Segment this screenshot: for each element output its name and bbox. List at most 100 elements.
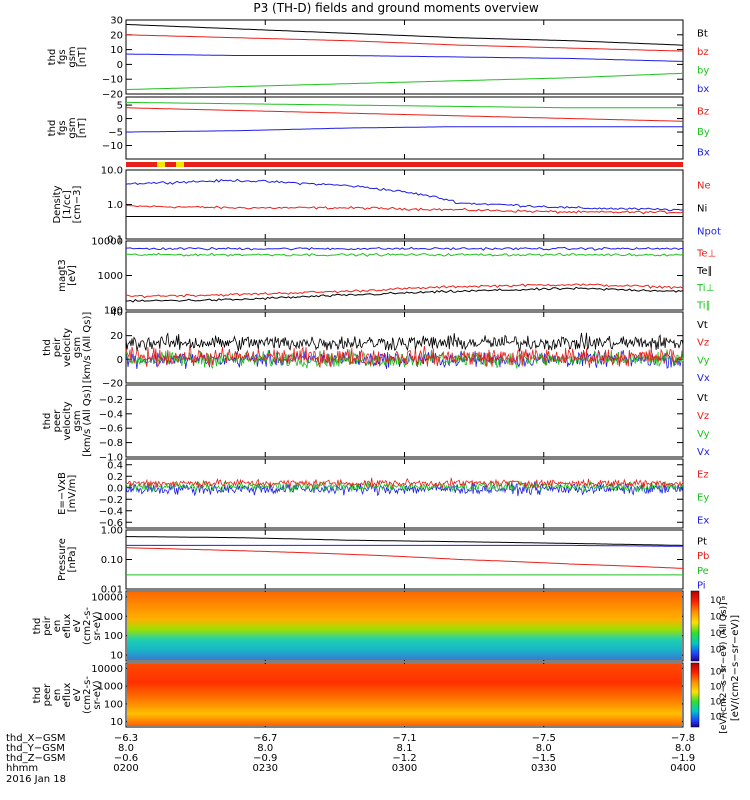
x-label-hhmm: 0300 [392, 763, 417, 774]
y-axis-label: thd [42, 339, 53, 356]
y-tick-label: 5 [117, 101, 123, 112]
y-tick-label: 0 [117, 60, 123, 71]
legend-Ne: Ne [697, 181, 711, 192]
legend-Vz: Vz [697, 411, 709, 422]
colorbar-1: 10⁸ 10⁶ 10⁴ 10² [690, 590, 725, 662]
trace-peir-Vz [125, 344, 684, 368]
y-axis-label: gsm [72, 337, 83, 358]
y-tick-label: 40 [110, 308, 123, 319]
y-axis-label: Density [52, 185, 63, 223]
series-fgs-gsm-Bt [125, 23, 684, 46]
legend-Ni: Ni [697, 204, 707, 215]
x-label-x: −6.3 [114, 733, 138, 744]
panel-peer-velocity: −0.2 −0.4 −0.6 −0.8 −1.0 thd peer velocity gsm [k… [42, 384, 710, 464]
y-axis-label: [mV/m] [67, 475, 78, 513]
y-tick-label: 1000 [98, 271, 123, 282]
colorbar-tick-label: 10⁶ [710, 683, 725, 693]
legend-Bt: Bt [697, 28, 708, 39]
spectrogram-peer [127, 664, 682, 726]
legend-bz: bz [697, 47, 709, 58]
y-tick-label: 0.1 [107, 235, 123, 246]
x-row-label: thd_Z−GSM [6, 753, 66, 764]
trace-peir-Vt [125, 332, 684, 352]
panel-frame [125, 384, 684, 458]
colorbar-tick-label: 10² [710, 713, 725, 723]
x-label-y: 8.0 [536, 743, 552, 754]
x-label-hhmm: 0400 [670, 763, 695, 774]
panel-peir-velocity: 40 20 0 −20 thd peir velocity gsm [km/s (All Qs)… [42, 308, 710, 390]
x-label-z: −0.6 [114, 753, 138, 764]
series-pressure-Pi [126, 544, 683, 547]
y-tick-label: 10000 [91, 592, 123, 603]
panel-frame [125, 169, 684, 240]
y-tick-label: 0.0 [107, 483, 123, 494]
colorbar-label: [eV/(cm2−s−sr−eV)] [730, 615, 741, 721]
y-axis-label: peir [42, 615, 53, 635]
y-axis-label: thd [47, 49, 58, 66]
colorbar-strip [690, 590, 700, 662]
y-tick-label: −20 [102, 379, 123, 390]
series-temperature-Te∥ [125, 286, 684, 303]
series-temperature-Ti∥ [125, 252, 684, 257]
quality-flag-bar [126, 162, 683, 167]
y-axis-label: sr-eV) [92, 680, 103, 709]
y-axis-label: [nT] [77, 47, 88, 67]
y-tick-label: 1.00 [101, 526, 123, 537]
legend-Vt: Vt [697, 393, 708, 404]
series-pressure-Pt [125, 536, 683, 546]
y-axis-label: [nPa] [67, 546, 78, 572]
legend-Pt: Pt [697, 536, 707, 547]
y-axis-label: [km/s (All Qs)] [82, 312, 93, 384]
x-label-x: −6.7 [253, 733, 277, 744]
legend-Pi: Pi [697, 581, 706, 592]
legend-Te∥: Te∥ [696, 266, 713, 277]
trace-efield-Ex [125, 481, 684, 497]
legend-Vy: Vy [697, 355, 710, 366]
y-axis-label: sr-eV) [92, 611, 103, 640]
quality-flag-yellow [176, 162, 184, 167]
y-axis-label: [km/s (All Qs)] [82, 385, 93, 457]
y-axis-label: Pressure [57, 538, 68, 581]
x-label-hhmm: 0200 [113, 763, 138, 774]
y-axis-label: peir [52, 337, 63, 357]
legend-By: By [697, 127, 710, 138]
x-row-label: thd_X−GSM [6, 733, 66, 744]
colorbar-tick-label: 10⁶ [710, 613, 725, 623]
y-tick-label: 0 [117, 355, 123, 366]
legend-by: by [697, 65, 709, 76]
colorbar-tick-label: 10⁴ [710, 629, 725, 639]
series-fgs-gsm-bx [125, 53, 683, 62]
colorbar-tick-label: 10² [710, 646, 725, 656]
y-tick-label: −0.4 [99, 506, 123, 517]
x-label-y: 8.0 [675, 743, 691, 754]
x-row-label: hhmm [6, 763, 38, 774]
x-label-z: −1.2 [392, 753, 416, 764]
y-tick-label: 20 [110, 30, 123, 41]
x-label-x: −7.1 [392, 733, 416, 744]
y-axis-label: [1/cc] [62, 190, 73, 219]
legend-Bz: Bz [697, 106, 709, 117]
colorbar-strip [690, 662, 700, 728]
colorbar-tick-label: 10⁸ [710, 668, 725, 678]
legend-Vz: Vz [697, 338, 709, 349]
x-label-z: −1.9 [671, 753, 695, 764]
legend-Ez: Ez [697, 470, 709, 481]
y-axis-label: magt3 [57, 259, 68, 292]
y-tick-label: 0.01 [101, 585, 123, 596]
y-axis-label: peer [52, 409, 63, 433]
x-row-label: 2016 Jan 18 [6, 774, 66, 785]
y-tick-label: −0.2 [99, 495, 123, 506]
trace-efield-Ey [125, 480, 684, 494]
x-row-label: thd_Y−GSM [6, 743, 65, 754]
legend-Vx: Vx [697, 373, 710, 384]
x-label-y: 8.1 [397, 743, 413, 754]
panel-frame [125, 529, 684, 590]
spectrogram-peir [127, 592, 682, 660]
colorbar-tick-label: 10⁸ [710, 596, 725, 606]
y-tick-label: 10 [110, 45, 123, 56]
panel-fgs-gsm: 30 20 10 0 −10 −20 thd fgs gsm [nT] Bt bz by bx [47, 16, 709, 101]
panel-pressure: 1.00 0.10 0.01 Pressure [nPa] Pt Pb Pe Pi [57, 526, 709, 596]
legend-Vx: Vx [697, 447, 710, 458]
y-axis-label: eV [72, 619, 83, 632]
